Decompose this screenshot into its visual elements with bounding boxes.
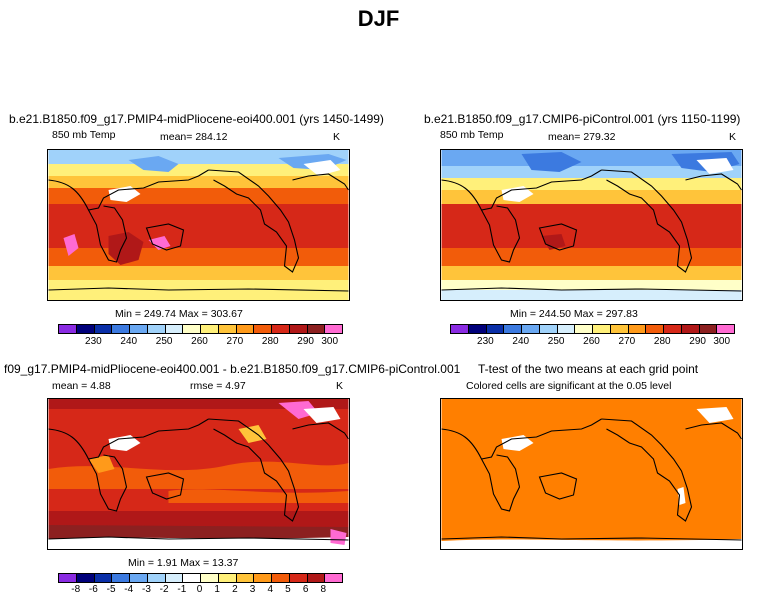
panel3-tick-1: -6 xyxy=(88,584,98,595)
panel1-tick-7: 300 xyxy=(321,336,339,347)
panel1-colorbar-ticks: 230 240 250 260 270 280 290 300 xyxy=(58,336,341,348)
panel2-map xyxy=(440,149,743,301)
panel3-tick-5: -2 xyxy=(159,584,169,595)
panel2-map-svg xyxy=(441,150,742,300)
panel1-map xyxy=(47,149,350,301)
panel3-tick-9: 2 xyxy=(232,584,238,595)
panel3-tick-8: 1 xyxy=(214,584,220,595)
panel3-title: f09_g17.PMIP4-midPliocene-eoi400.001 - b… xyxy=(4,362,461,376)
panel3-tick-13: 6 xyxy=(302,584,309,595)
panel2-tick-4: 270 xyxy=(618,336,636,347)
panel3-tick-4: -3 xyxy=(141,584,151,595)
panel2-stats: Min = 244.50 Max = 297.83 xyxy=(510,308,638,320)
panel2-units-label: K xyxy=(729,131,737,143)
main-title: DJF xyxy=(357,6,400,31)
panel1-variable-label: 850 mb Temp xyxy=(52,129,116,141)
panel2-mean-label: mean= 279.32 xyxy=(548,131,616,143)
panel1-title: b.e21.B1850.f09_g17.PMIP4-midPliocene-eo… xyxy=(9,112,384,126)
panel2-variable-label: 850 mb Temp xyxy=(440,129,504,141)
panel2-tick-1: 240 xyxy=(512,336,530,347)
panel3-tick-10: 3 xyxy=(249,584,256,595)
panel4-map-svg xyxy=(441,399,742,549)
panel1-stats: Min = 249.74 Max = 303.67 xyxy=(115,308,243,320)
panel3-mean-label: mean = 4.88 xyxy=(52,380,111,392)
panel3-tick-0: -8 xyxy=(71,584,81,595)
panel2-tick-0: 230 xyxy=(477,336,494,347)
panel3-rmse-label: rmse = 4.97 xyxy=(190,380,246,392)
panel3-colorbar xyxy=(58,573,343,583)
panel1-tick-1: 240 xyxy=(120,336,138,347)
panel4-map xyxy=(440,398,743,550)
panel2-title: b.e21.B1850.f09_g17.CMIP6-piControl.001 … xyxy=(424,112,741,126)
panel1-tick-2: 250 xyxy=(155,336,173,347)
panel1-map-svg xyxy=(48,150,349,300)
panel3-tick-12: 5 xyxy=(285,584,291,595)
panel2-tick-5: 280 xyxy=(653,336,671,347)
panel1-tick-5: 280 xyxy=(261,336,279,347)
panel3-map xyxy=(47,398,350,550)
panel3-tick-7: 0 xyxy=(196,584,203,595)
panel4-subtitle: Colored cells are significant at the 0.0… xyxy=(466,380,672,392)
panel1-tick-3: 260 xyxy=(191,336,208,347)
panel2-tick-7: 300 xyxy=(713,336,731,347)
panel2-tick-3: 260 xyxy=(583,336,600,347)
panel3-colorbar-ticks: -8 -6 -5 -4 -3 -2 -1 0 1 2 3 4 5 6 8 xyxy=(58,584,341,596)
panel1-tick-0: 230 xyxy=(85,336,102,347)
panel3-tick-14: 8 xyxy=(320,584,327,595)
panel3-tick-11: 4 xyxy=(267,584,274,595)
panel2-tick-6: 290 xyxy=(689,336,706,347)
panel3-map-svg xyxy=(48,399,349,549)
panel3-tick-3: -4 xyxy=(124,584,134,595)
panel1-colorbar xyxy=(58,324,343,334)
panel3-units-label: K xyxy=(336,380,344,392)
panel4-title: T-test of the two means at each grid poi… xyxy=(478,362,699,376)
panel3-tick-6: -1 xyxy=(177,584,187,595)
panel3-tick-2: -5 xyxy=(106,584,116,595)
panel1-tick-6: 290 xyxy=(297,336,314,347)
panel2-colorbar-ticks: 230 240 250 260 270 280 290 300 xyxy=(450,336,733,348)
panel2-colorbar xyxy=(450,324,735,334)
panel3-stats: Min = 1.91 Max = 13.37 xyxy=(128,557,239,569)
panel1-tick-4: 270 xyxy=(226,336,244,347)
panel1-units-label: K xyxy=(333,131,341,143)
panel1-mean-label: mean= 284.12 xyxy=(160,131,228,143)
panel2-tick-2: 250 xyxy=(547,336,565,347)
